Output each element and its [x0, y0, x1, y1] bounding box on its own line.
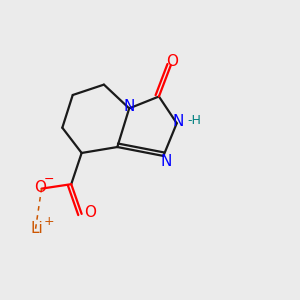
Text: −: −	[44, 173, 54, 186]
Text: O: O	[166, 54, 178, 69]
Text: Li: Li	[31, 221, 44, 236]
Text: +: +	[44, 215, 54, 228]
Text: O: O	[85, 205, 97, 220]
Text: O: O	[34, 180, 46, 195]
Text: -H: -H	[188, 114, 202, 127]
Text: N: N	[172, 114, 184, 129]
Text: N: N	[161, 154, 172, 169]
Text: N: N	[124, 99, 135, 114]
